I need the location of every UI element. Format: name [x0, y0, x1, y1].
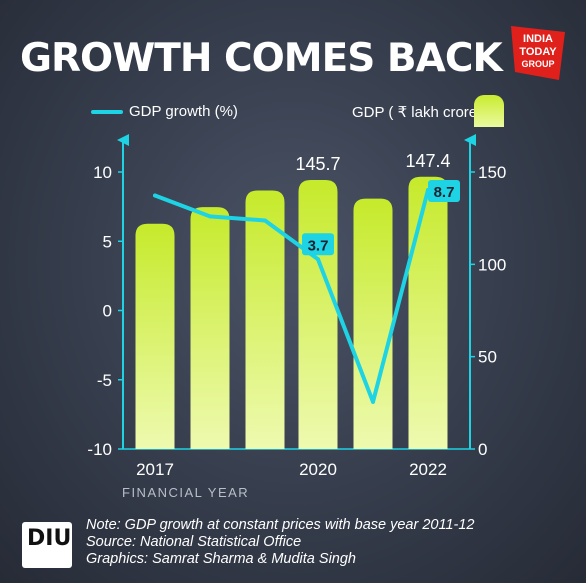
x-tick-label: 2017: [136, 460, 174, 479]
line-point: [316, 257, 320, 262]
y-left-tick-label: 0: [103, 302, 112, 321]
bar-data-label: 145.7: [295, 154, 340, 174]
x-tick-label: 2020: [299, 460, 337, 479]
india-today-group-logo: INDIA TODAY GROUP: [511, 26, 565, 80]
line-point: [208, 214, 212, 219]
y-left-tick-label: 5: [103, 232, 112, 251]
gdp-growth-line: [153, 188, 430, 404]
footer-graphics: Graphics: Samrat Sharma & Mudita Singh: [86, 551, 356, 567]
y-right-tick-label: 0: [478, 440, 487, 459]
line-point: [263, 218, 267, 223]
line-point: [153, 193, 157, 198]
legend-line-item: GDP growth (%): [91, 103, 238, 120]
bar: [135, 223, 175, 449]
x-axis-title: FINANCIAL YEAR: [122, 485, 249, 500]
bar: [298, 179, 338, 449]
chart-title: GROWTH COMES BACK: [20, 36, 503, 81]
bar: [353, 198, 393, 449]
bar: [245, 190, 285, 449]
chart-footer: Note: GDP growth at constant prices with…: [86, 517, 474, 568]
footer-source: Source: National Statistical Office: [86, 534, 302, 550]
logo-line3: GROUP: [521, 59, 554, 69]
line-point: [371, 399, 375, 404]
line-series: [153, 188, 430, 404]
bar: [408, 176, 448, 449]
y-right-tick-label: 50: [478, 348, 497, 367]
logo-line2: TODAY: [519, 46, 557, 58]
legend-line-label: GDP growth (%): [129, 103, 238, 120]
logo-line1: INDIA: [523, 33, 553, 45]
bar: [190, 207, 230, 449]
bar-data-label: 147.4: [405, 151, 450, 171]
footer-note: Note: GDP growth at constant prices with…: [86, 517, 475, 533]
diu-badge-text: DIU: [27, 526, 72, 551]
line-label-box: [302, 233, 334, 256]
y-right-tick-label: 150: [478, 163, 506, 182]
y-right-tick-label: 100: [478, 255, 506, 274]
y-left-tick-label: 10: [93, 163, 112, 182]
diu-badge: DIU: [22, 522, 72, 568]
y-left-tick-label: -10: [87, 440, 112, 459]
line-data-label: 8.7: [434, 184, 455, 201]
bar-series: [135, 176, 448, 449]
data-labels: 145.7 147.4 3.7 8.7: [295, 151, 460, 256]
legend-bar-swatch: [474, 95, 504, 127]
legend-line-swatch: [91, 110, 123, 115]
y-left-tick-label: -5: [97, 371, 112, 390]
line-label-box: [428, 180, 460, 203]
x-tick-label: 2022: [409, 460, 447, 479]
legend-bar-label: GDP ( ₹ lakh crore): [352, 104, 483, 121]
line-data-label: 3.7: [308, 237, 329, 254]
